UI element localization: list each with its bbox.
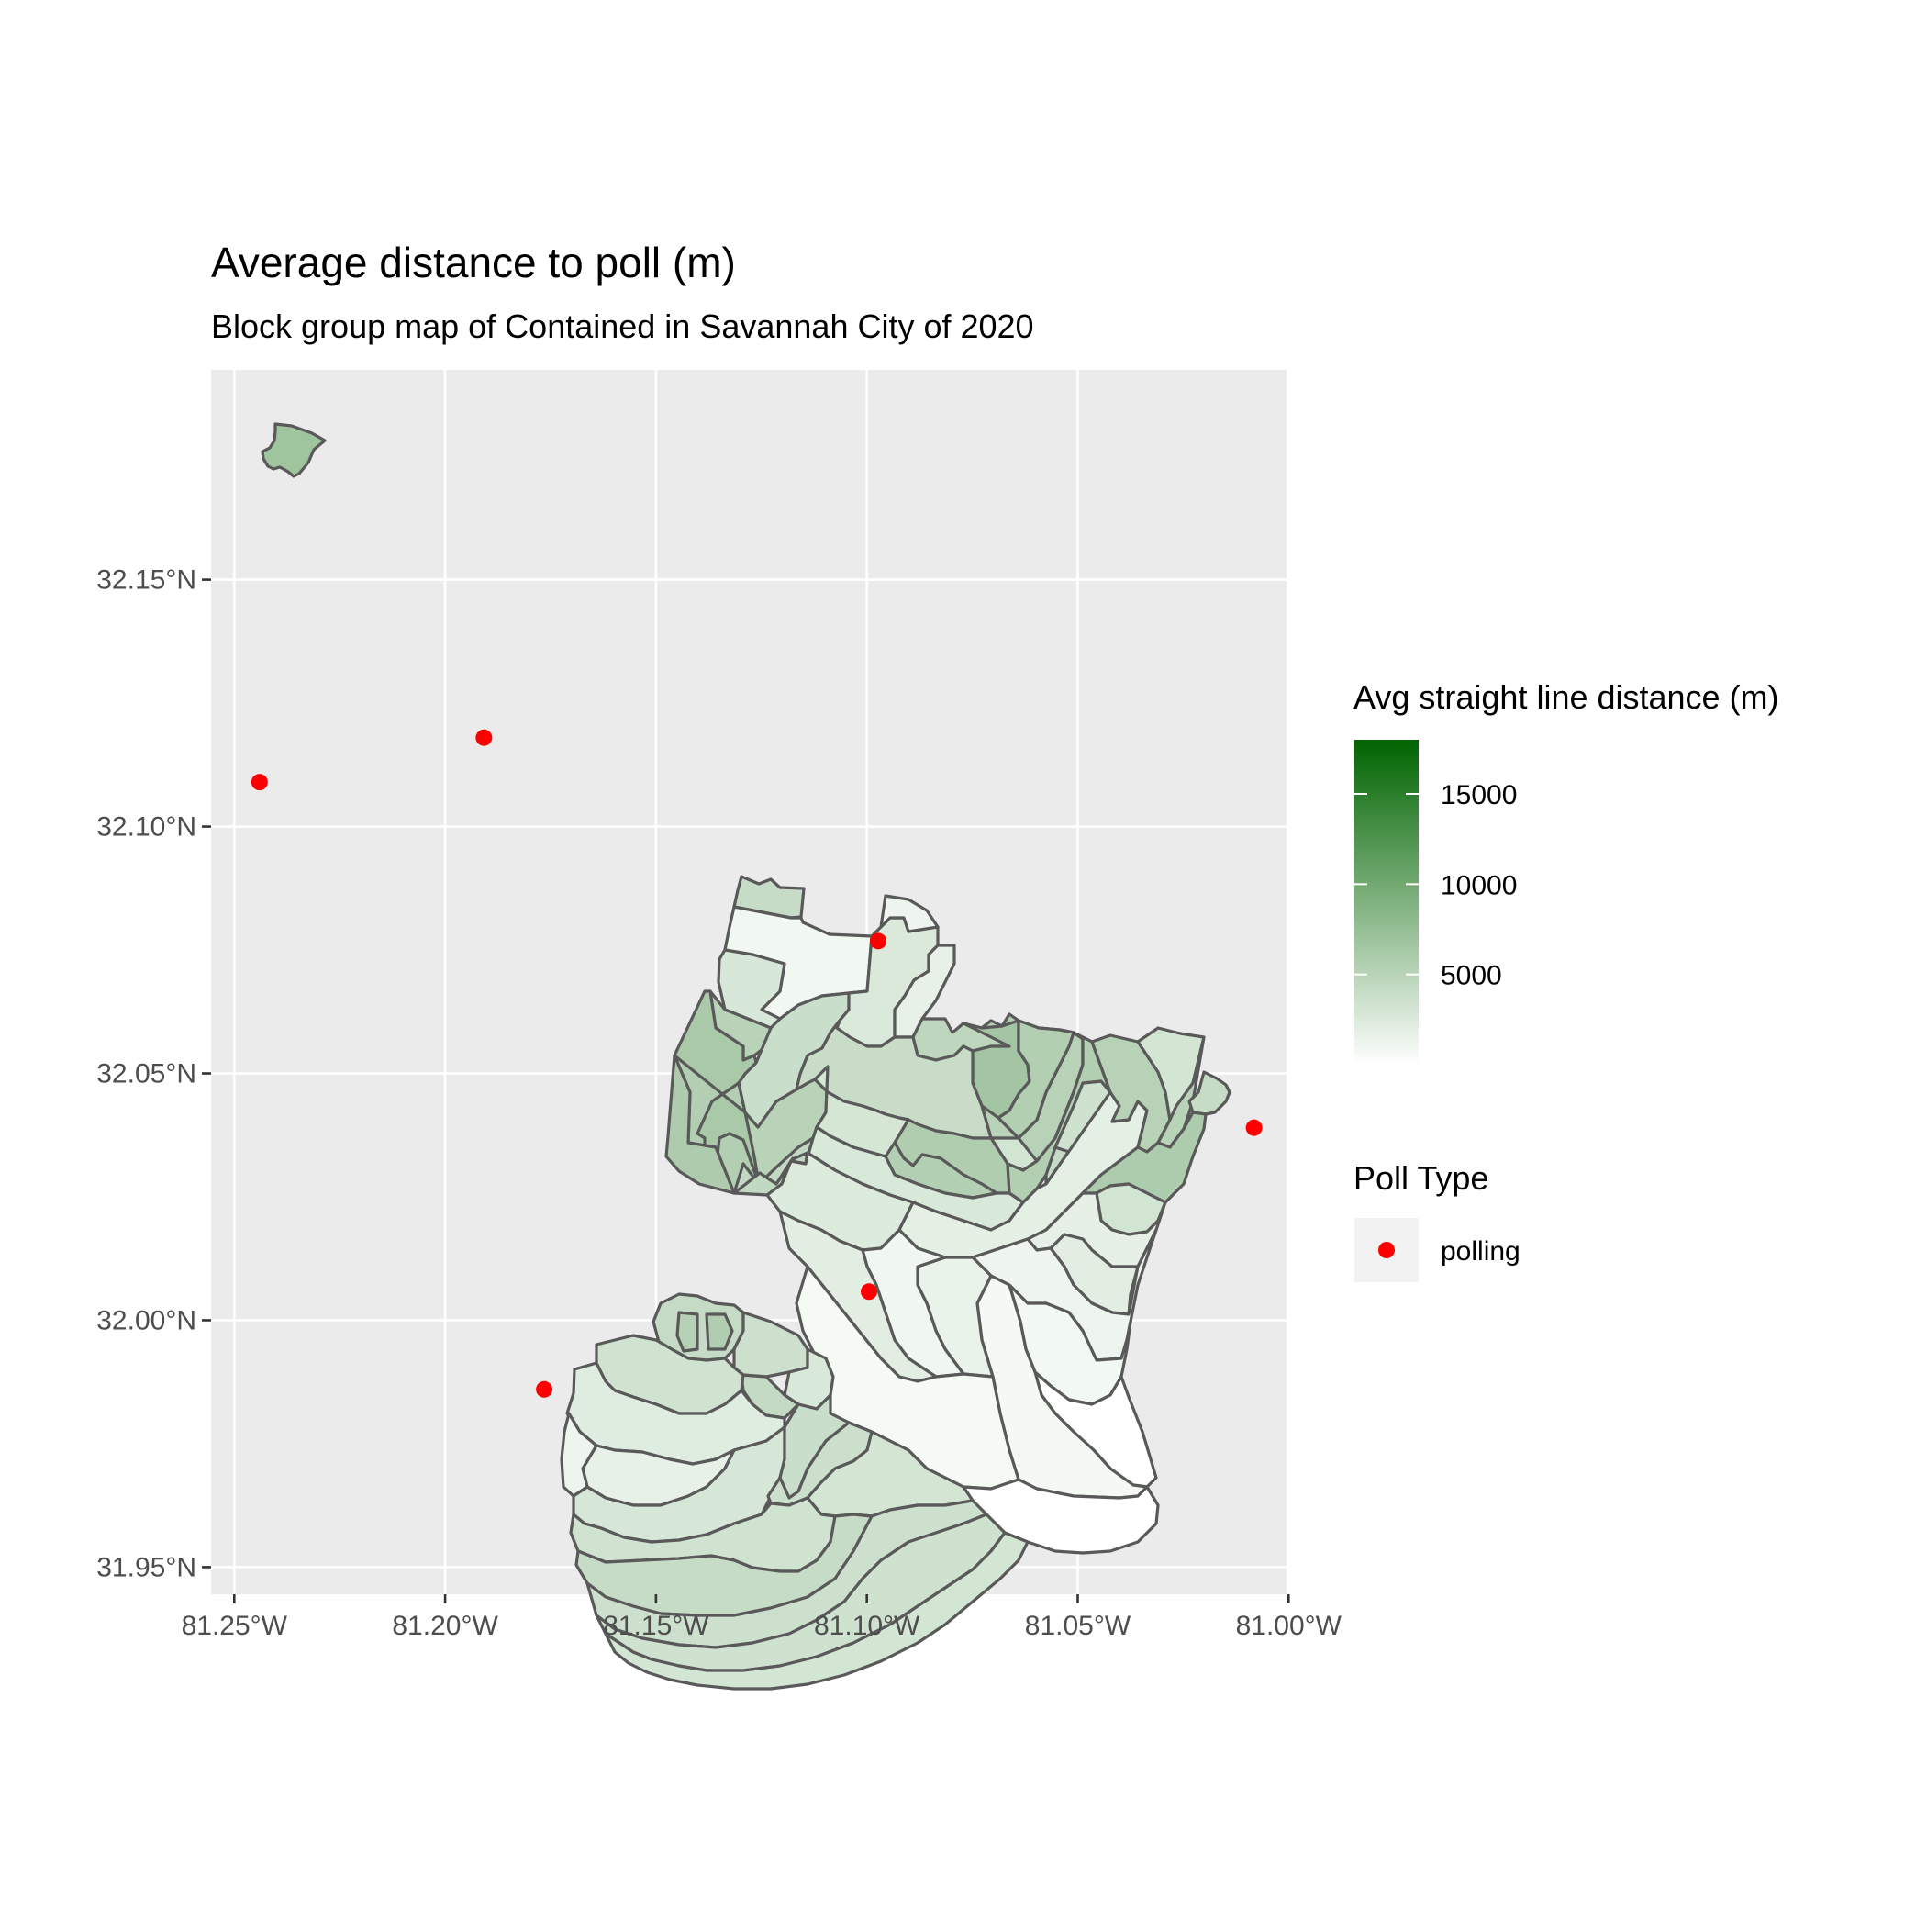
colorbar-break-label: 15000 — [1441, 780, 1517, 810]
polling-place-point — [475, 729, 493, 746]
block-group — [664, 1054, 736, 1195]
x-tick-label: 81.00°W — [1236, 1611, 1342, 1641]
block-group — [732, 875, 806, 920]
y-tick-label: 32.10°N — [96, 812, 196, 843]
polling-place-layer — [251, 729, 1263, 1398]
polling-place-point — [870, 932, 887, 950]
fill-legend-title: Avg straight line distance (m) — [1353, 678, 1779, 716]
polling-place-point — [1245, 1119, 1263, 1136]
point-legend-dot — [1378, 1242, 1395, 1258]
polling-place-point — [860, 1283, 877, 1301]
colorbar-break-label: 5000 — [1441, 961, 1502, 991]
y-tick-label: 32.00°N — [96, 1305, 196, 1335]
block-group — [604, 1531, 1030, 1691]
map-subtitle: Block group map of Contained in Savannah… — [211, 307, 1034, 345]
block-group — [705, 1312, 734, 1351]
y-tick-label: 31.95°N — [96, 1552, 196, 1582]
block-group — [732, 1311, 809, 1379]
block-group — [879, 894, 940, 933]
polling-place-point — [251, 774, 268, 791]
x-tick-label: 81.20°W — [392, 1611, 498, 1641]
block-group — [980, 1012, 1112, 1204]
x-tick-label: 81.25°W — [182, 1611, 288, 1641]
y-tick-label: 32.15°N — [96, 565, 196, 596]
x-tick-label: 81.10°W — [814, 1611, 920, 1641]
x-tick-label: 81.15°W — [603, 1611, 709, 1641]
fill-colorbar-breaks: 15000 10000 5000 — [1354, 780, 1517, 991]
point-legend-title: Poll Type — [1353, 1159, 1488, 1197]
x-tick-label: 81.05°W — [1025, 1611, 1131, 1641]
block-group-layer — [261, 422, 1231, 1691]
map-title: Average distance to poll (m) — [211, 239, 736, 286]
block-group — [675, 1311, 699, 1353]
point-legend-label: polling — [1441, 1236, 1520, 1267]
map-axes: 81.25°W 81.20°W 81.15°W 81.10°W 81.05°W 81.00… — [96, 565, 1342, 1641]
polling-place-point — [536, 1380, 553, 1398]
legend: Avg straight line distance (m) 15000 1000… — [1353, 678, 1779, 1282]
block-group — [1187, 1070, 1231, 1116]
colorbar-break-label: 10000 — [1441, 870, 1517, 900]
fill-colorbar — [1354, 740, 1419, 1065]
block-group — [261, 422, 327, 478]
y-tick-label: 32.05°N — [96, 1059, 196, 1089]
